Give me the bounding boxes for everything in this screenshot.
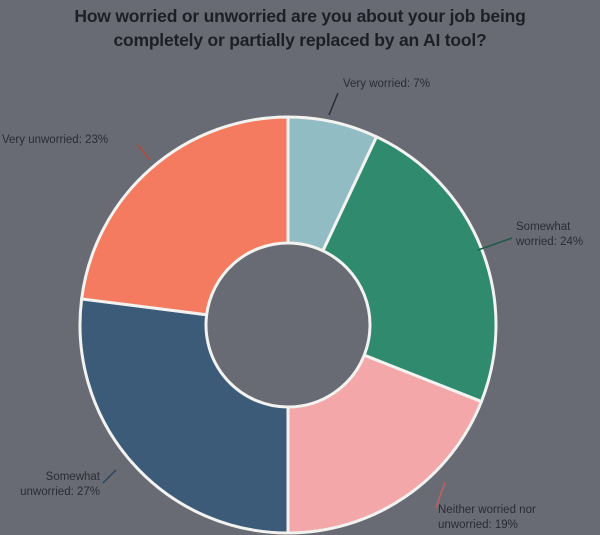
chart-title-line-1: How worried or unworried are you about y…	[74, 6, 526, 26]
chart-title-line-2: completely or partially replaced by an A…	[113, 30, 487, 50]
leader-line	[477, 237, 513, 251]
leader-line	[137, 144, 151, 161]
label-somewhat-unworried: Somewhat unworried: 27%	[20, 471, 100, 498]
leader-line	[102, 469, 117, 484]
slice-somewhat-worried	[321, 135, 498, 404]
label-very-unworried: Very unworried: 23%	[2, 134, 109, 146]
slice-somewhat-unworried	[78, 297, 290, 535]
slice-neither	[286, 353, 483, 535]
leader-line	[435, 481, 446, 509]
label-very-worried: Very worried: 7%	[343, 78, 430, 90]
label-somewhat-worried: Somewhat worried: 24%	[516, 221, 584, 248]
label-neither: Neither worried nor unworried: 19%	[438, 504, 536, 531]
chart-title: How worried or unworried are you about y…	[0, 4, 600, 52]
slice-very-unworried	[80, 115, 290, 317]
leader-line	[328, 92, 339, 116]
